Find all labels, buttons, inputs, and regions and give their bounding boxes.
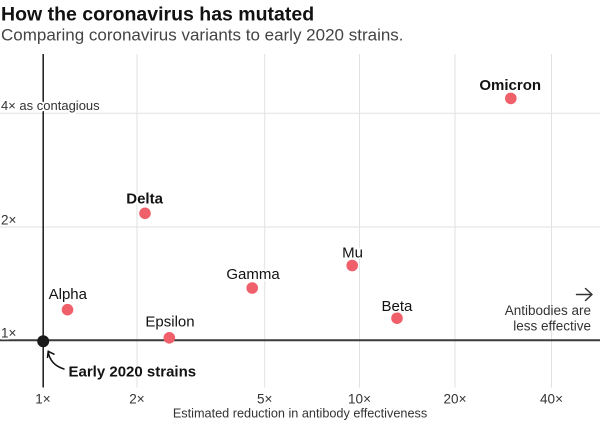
svg-text:Comparing coronavirus variants: Comparing coronavirus variants to early … [1,26,404,45]
svg-text:4× as contagious: 4× as contagious [1,98,100,113]
svg-text:Mu: Mu [342,245,363,262]
svg-text:1×: 1× [35,392,50,407]
svg-text:5×: 5× [257,392,272,407]
svg-text:Epsilon: Epsilon [145,314,194,331]
svg-text:20×: 20× [444,392,467,407]
svg-text:Antibodies are: Antibodies are [505,303,591,318]
svg-text:10×: 10× [348,392,371,407]
svg-text:Estimated reduction in antibod: Estimated reduction in antibody effectiv… [173,407,427,421]
svg-text:Early 2020 strains: Early 2020 strains [69,364,197,381]
svg-text:Beta: Beta [381,298,413,315]
svg-text:Delta: Delta [126,191,163,208]
svg-text:Gamma: Gamma [226,266,280,283]
svg-text:How the coronavirus has mutate: How the coronavirus has mutated [1,3,314,25]
svg-text:1×: 1× [1,326,16,341]
svg-text:Alpha: Alpha [49,286,88,303]
svg-text:Omicron: Omicron [479,77,541,94]
svg-text:2×: 2× [1,212,16,227]
svg-text:2×: 2× [129,392,144,407]
svg-text:40×: 40× [540,392,563,407]
svg-text:less effective: less effective [513,319,591,334]
